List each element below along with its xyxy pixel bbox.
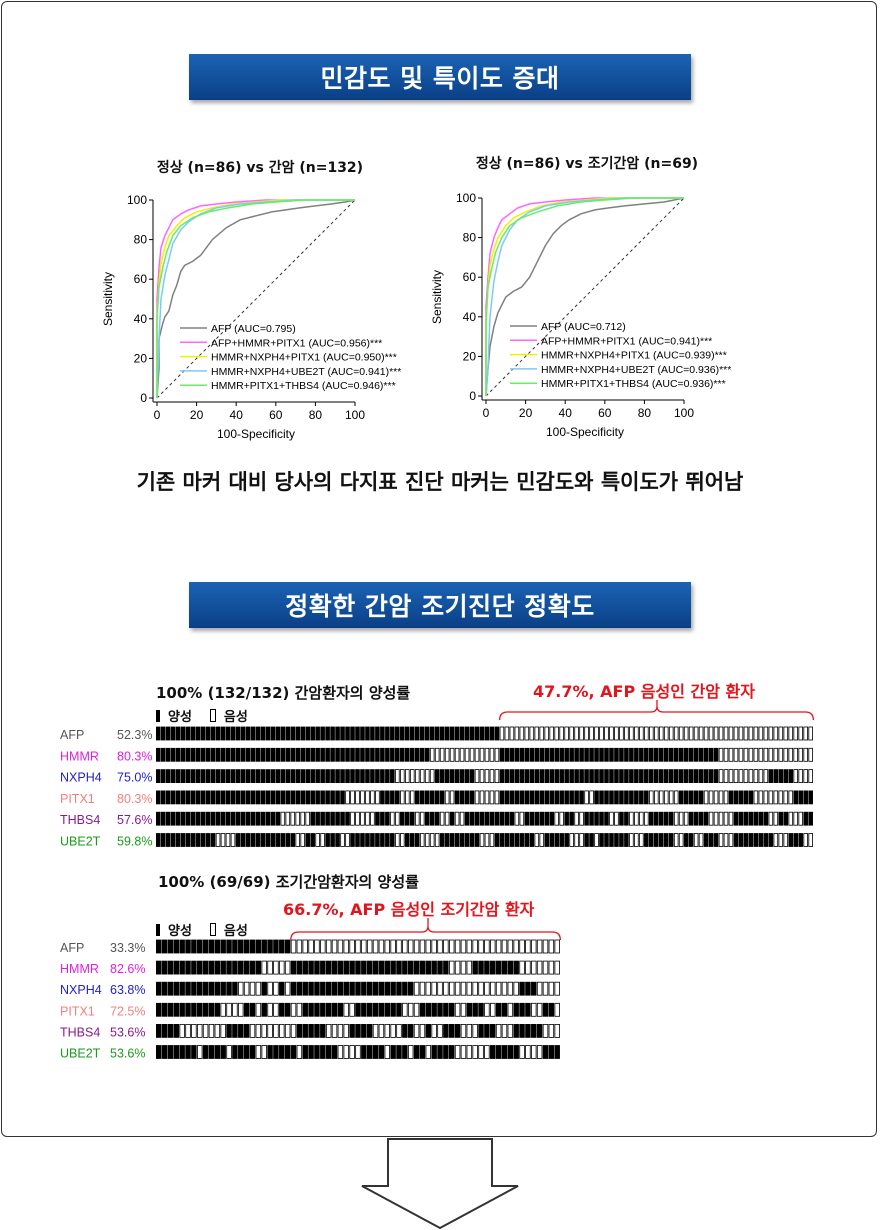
heatmap2-title: 100% (69/69) 조기간암환자의 양성률 — [158, 873, 419, 891]
legend-negative-label: 음성 — [223, 710, 248, 725]
roc2-title: 정상 (n=86) vs 조기간암 (n=69) — [475, 156, 699, 172]
positive-swatch — [156, 923, 160, 936]
summary-text: 기존 마커 대비 당사의 다지표 진단 마커는 민감도와 특이도가 뛰어남 — [136, 470, 744, 494]
heatmap2-annotation: 66.7%, AFP 음성인 조기간암 환자 — [283, 900, 535, 919]
down-arrow-icon — [361, 1138, 519, 1230]
positive-swatch — [156, 709, 160, 722]
section-title-accuracy: 정확한 간암 조기진단 정확도 — [189, 582, 691, 628]
roc1-title: 정상 (n=86) vs 간암 (n=132) — [156, 160, 364, 176]
negative-swatch — [209, 923, 216, 936]
negative-swatch — [209, 709, 216, 722]
heatmap1-legend: 양성 음성 — [156, 706, 248, 725]
legend-positive-label: 양성 — [168, 710, 192, 725]
heatmap2-legend: 양성 음성 — [156, 920, 248, 939]
legend-positive-label: 양성 — [168, 924, 192, 939]
section-title-sensitivity: 민감도 및 특이도 증대 — [189, 54, 691, 100]
legend-negative-label: 음성 — [223, 924, 248, 939]
heatmap1-annotation: 47.7%, AFP 음성인 간암 환자 — [533, 682, 755, 701]
heatmap1-title: 100% (132/132) 간암환자의 양성률 — [156, 684, 411, 702]
